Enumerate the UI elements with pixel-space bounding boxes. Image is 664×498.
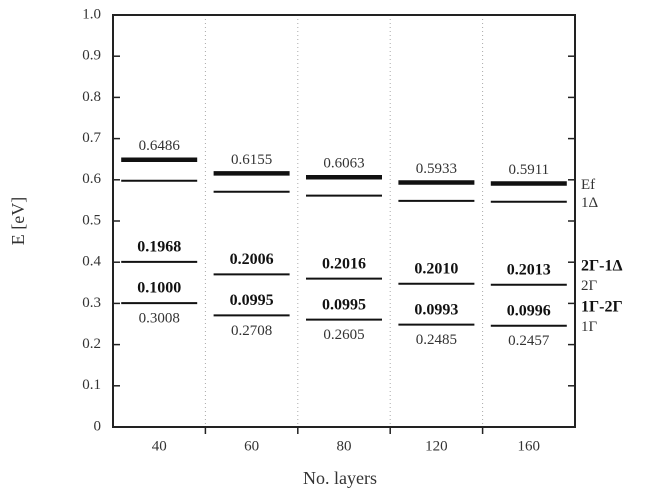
- series-name: 1Γ: [581, 319, 598, 335]
- x-tick-label: 160: [518, 438, 541, 454]
- difference-label: 0.2006: [230, 251, 274, 268]
- y-tick-label: 0.8: [82, 89, 101, 105]
- level-label: 0.6155: [231, 152, 272, 168]
- difference-label: 0.2016: [322, 255, 366, 272]
- y-tick-label: 0.3: [82, 295, 101, 311]
- y-tick-label: 0.2: [82, 336, 101, 352]
- x-tick-label: 40: [152, 438, 167, 454]
- difference-label: 0.0993: [414, 301, 458, 318]
- y-tick-label: 1.0: [82, 6, 101, 22]
- difference-label: 0.1000: [137, 280, 181, 297]
- level-label: 0.6063: [323, 156, 364, 172]
- series-name: 2Γ: [581, 278, 598, 294]
- series-name: Ef: [581, 177, 595, 193]
- x-axis-label: No. layers: [303, 468, 377, 488]
- level-label: 0.2605: [323, 327, 364, 343]
- plot-frame: [112, 14, 576, 428]
- difference-label: 0.0996: [507, 302, 551, 319]
- difference-label: 0.0995: [322, 296, 366, 313]
- y-tick-label: 0.6: [82, 171, 101, 187]
- level-label: 0.2708: [231, 323, 272, 339]
- level-label: 0.6486: [139, 138, 181, 154]
- level-label: 0.5933: [416, 161, 457, 177]
- difference-label: 0.1968: [137, 239, 181, 256]
- y-tick-label: 0.9: [82, 48, 101, 64]
- difference-label: 0.2013: [507, 261, 551, 278]
- x-tick-label: 120: [425, 438, 448, 454]
- level-label: 0.5911: [508, 162, 549, 178]
- x-tick-label: 80: [337, 438, 352, 454]
- difference-name: 1Γ-2Γ: [581, 298, 623, 315]
- y-tick-label: 0.5: [82, 212, 101, 228]
- difference-label: 0.0995: [230, 292, 274, 309]
- y-tick-label: 0.1: [82, 377, 101, 393]
- series-name: 1Δ: [581, 195, 599, 211]
- y-tick-label: 0.7: [82, 130, 101, 146]
- y-tick-label: 0: [94, 418, 102, 434]
- difference-label: 0.2010: [414, 260, 458, 277]
- x-tick-label: 60: [244, 438, 259, 454]
- level-label: 0.2485: [416, 332, 457, 348]
- y-tick-label: 0.4: [82, 254, 101, 270]
- y-axis-label: E [eV]: [8, 197, 28, 245]
- level-label: 0.2457: [508, 333, 550, 349]
- difference-name: 2Γ-1Δ: [581, 257, 623, 274]
- level-label: 0.3008: [139, 311, 180, 327]
